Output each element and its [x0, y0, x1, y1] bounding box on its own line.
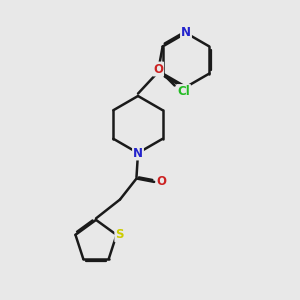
Text: N: N — [133, 146, 143, 160]
Text: O: O — [157, 176, 167, 188]
Text: O: O — [153, 62, 163, 76]
Text: S: S — [115, 228, 124, 241]
Text: Cl: Cl — [177, 85, 190, 98]
Text: N: N — [181, 26, 191, 40]
